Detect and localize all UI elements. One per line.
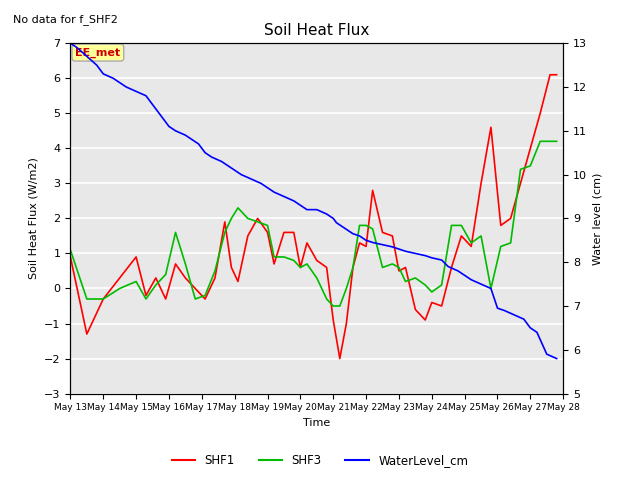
Text: No data for f_SHF2: No data for f_SHF2 <box>13 14 118 25</box>
Y-axis label: Water level (cm): Water level (cm) <box>593 172 603 264</box>
Title: Soil Heat Flux: Soil Heat Flux <box>264 23 369 38</box>
X-axis label: Time: Time <box>303 418 330 428</box>
Y-axis label: Soil Heat Flux (W/m2): Soil Heat Flux (W/m2) <box>29 157 38 279</box>
Legend: SHF1, SHF3, WaterLevel_cm: SHF1, SHF3, WaterLevel_cm <box>167 449 473 472</box>
Text: EE_met: EE_met <box>76 48 120 58</box>
